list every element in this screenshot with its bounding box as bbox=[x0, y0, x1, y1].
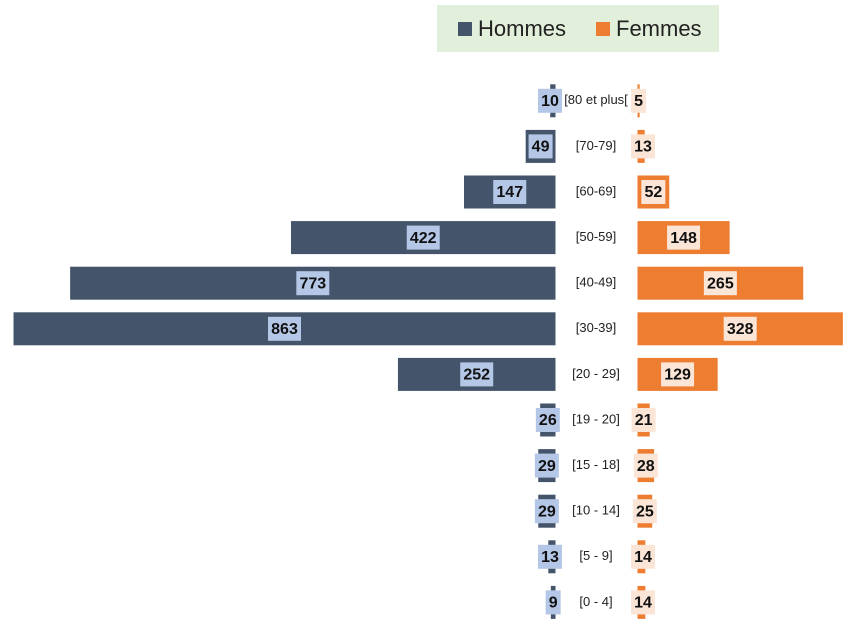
value-label-box bbox=[631, 134, 655, 159]
value-label: 14 bbox=[634, 595, 652, 612]
value-label: 49 bbox=[532, 139, 550, 156]
value-label-box bbox=[545, 590, 561, 615]
legend-label: Femmes bbox=[616, 16, 702, 41]
value-label-box bbox=[632, 499, 657, 524]
category-label: [50-59] bbox=[576, 229, 616, 244]
value-label: 422 bbox=[410, 230, 437, 247]
category-label: [5 - 9] bbox=[579, 548, 612, 563]
value-label-box bbox=[268, 316, 301, 341]
value-label: 13 bbox=[634, 139, 652, 156]
value-label-box bbox=[667, 225, 701, 250]
value-label-box bbox=[631, 408, 656, 432]
value-label: 26 bbox=[539, 412, 557, 429]
legend-box bbox=[437, 5, 719, 52]
value-label-box bbox=[661, 362, 695, 387]
category-label: [10 - 14] bbox=[572, 503, 620, 518]
value-label: 28 bbox=[637, 458, 655, 475]
category-label: [30-39] bbox=[576, 320, 616, 335]
value-label-box bbox=[528, 134, 553, 159]
category-label: [60-69] bbox=[576, 183, 616, 198]
value-label-box bbox=[460, 362, 494, 387]
value-label-box bbox=[535, 408, 560, 432]
value-label-box bbox=[538, 544, 562, 569]
value-label: 252 bbox=[463, 367, 490, 384]
category-label: [0 - 4] bbox=[579, 594, 612, 609]
value-label: 29 bbox=[538, 458, 556, 475]
value-label: 21 bbox=[635, 412, 653, 429]
value-label: 13 bbox=[541, 549, 559, 566]
category-label: [70-79] bbox=[576, 138, 616, 153]
value-label-box bbox=[538, 88, 562, 113]
value-label-box bbox=[493, 180, 527, 204]
value-label: 147 bbox=[496, 184, 523, 201]
value-label-box bbox=[703, 271, 737, 296]
value-label: 29 bbox=[538, 503, 556, 520]
value-label-box bbox=[641, 180, 666, 204]
value-label: 5 bbox=[634, 93, 643, 110]
category-label: [19 - 20] bbox=[572, 411, 620, 426]
legend-swatch bbox=[596, 22, 610, 36]
category-label: [20 - 29] bbox=[572, 366, 620, 381]
category-label: [80 et plus[ bbox=[564, 92, 628, 107]
value-label: 148 bbox=[670, 230, 697, 247]
value-label-box bbox=[406, 225, 440, 250]
value-label: 10 bbox=[541, 93, 559, 110]
value-label: 25 bbox=[636, 503, 654, 520]
legend-label: Hommes bbox=[478, 16, 566, 41]
value-label: 265 bbox=[707, 275, 734, 292]
value-label: 863 bbox=[271, 321, 298, 338]
value-label: 773 bbox=[299, 275, 326, 292]
legend-swatch bbox=[458, 22, 472, 36]
value-label-box bbox=[631, 88, 647, 113]
value-label-box bbox=[534, 499, 559, 524]
value-label: 129 bbox=[664, 367, 691, 384]
value-label-box bbox=[633, 453, 658, 478]
category-label: [40-49] bbox=[576, 275, 616, 290]
category-label: [15 - 18] bbox=[572, 457, 620, 472]
value-label: 14 bbox=[634, 549, 652, 566]
value-label-box bbox=[534, 453, 559, 478]
value-label-box bbox=[723, 316, 757, 341]
value-label: 328 bbox=[727, 321, 754, 338]
value-label-box bbox=[296, 271, 330, 296]
value-label: 9 bbox=[549, 595, 558, 612]
value-label-box bbox=[631, 544, 655, 569]
value-label-box bbox=[631, 590, 655, 615]
value-label: 52 bbox=[644, 184, 662, 201]
